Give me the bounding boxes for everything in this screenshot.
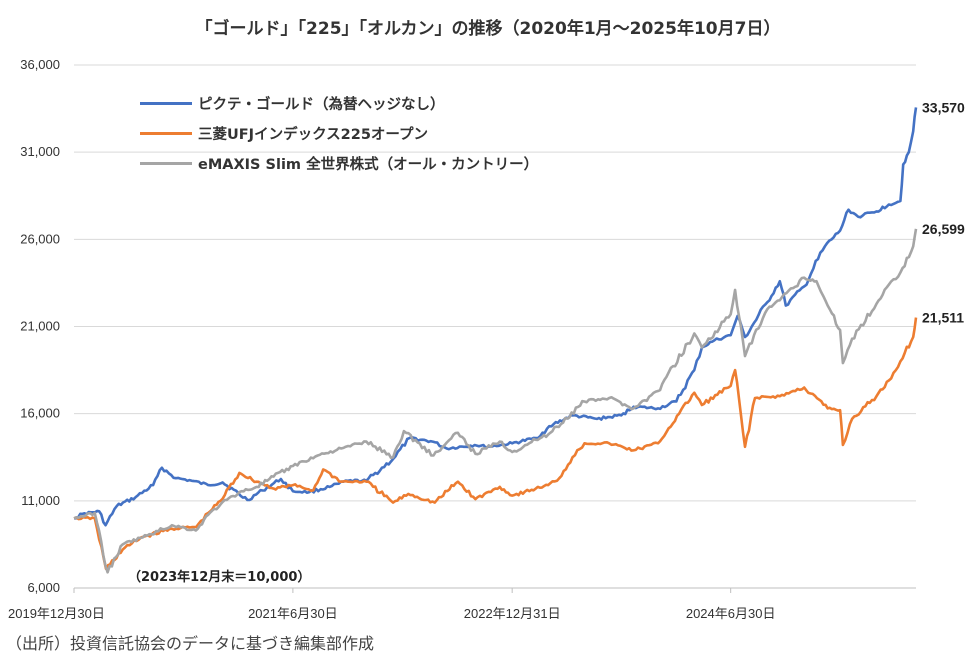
series-line-0 [74, 107, 918, 527]
y-tick-label: 11,000 [21, 493, 60, 508]
y-axis-ticks: 6,000 11,000 16,000 21,000 26,000 31,000 36,00… [20, 57, 60, 595]
x-tick-label: 2024年6月30日 [686, 606, 776, 621]
y-tick-label: 26,000 [20, 231, 60, 246]
x-axis-ticks: 2019年12月30日 2021年6月30日 2022年12月31日 2024年6月3… [8, 588, 775, 621]
source-note: （出所）投資信託協会のデータに基づき編集部作成 [6, 634, 375, 653]
x-tick-label: 2021年6月30日 [248, 606, 338, 621]
legend-item-allcountry: eMAXIS Slim 全世界株式（オール・カントリー） [140, 148, 538, 178]
y-tick-label: 16,000 [20, 406, 60, 421]
series-line-2 [73, 228, 918, 574]
legend-swatch-nikkei [140, 131, 192, 135]
x-tick-label: 2019年12月30日 [8, 606, 105, 621]
y-tick-label: 31,000 [20, 144, 60, 159]
grid-lines [74, 64, 916, 589]
end-value-label-0: 33,570 [922, 99, 965, 115]
y-tick-label: 21,000 [20, 319, 60, 334]
x-tick-label: 2022年12月31日 [464, 606, 561, 621]
legend-label-gold: ピクテ・ゴールド（為替ヘッジなし） [198, 96, 445, 113]
y-tick-label: 6,000 [27, 580, 60, 595]
legend-label-nikkei: 三菱UFJインデックス225オープン [198, 126, 429, 143]
series-lines [73, 107, 918, 574]
end-value-label-2: 26,599 [922, 221, 965, 237]
legend-label-allcountry: eMAXIS Slim 全世界株式（オール・カントリー） [198, 156, 539, 173]
y-tick-label: 36,000 [20, 57, 60, 72]
baseline-annotation: （2023年12月末＝10,000） [128, 570, 311, 585]
end-value-label-1: 21,511 [922, 310, 964, 326]
legend-item-gold: ピクテ・ゴールド（為替ヘッジなし） [140, 88, 538, 118]
legend-item-nikkei: 三菱UFJインデックス225オープン [140, 118, 538, 148]
series-line-1 [73, 317, 918, 571]
legend-swatch-gold [140, 101, 192, 105]
end-labels: 33,570 21,511 26,599 [922, 99, 965, 325]
legend-swatch-allcountry [140, 161, 192, 165]
chart-title: 「ゴールド」「225」「オルカン」の推移（2020年1月～2025年10月7日） [195, 19, 781, 39]
legend: ピクテ・ゴールド（為替ヘッジなし） 三菱UFJインデックス225オープン eMA… [140, 88, 538, 178]
